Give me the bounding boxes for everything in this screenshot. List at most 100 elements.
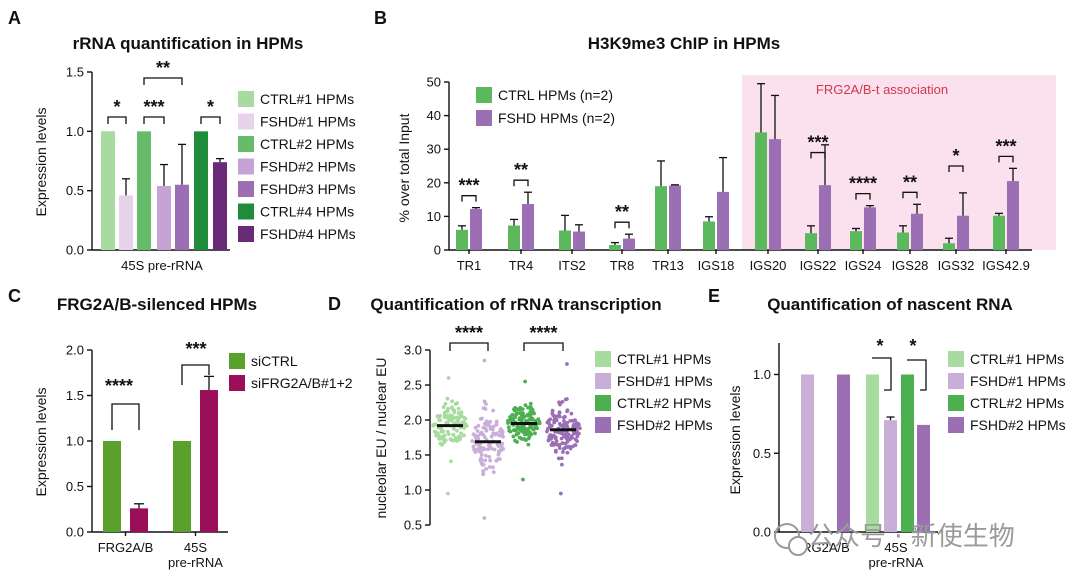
- panel-d-point: [533, 418, 538, 423]
- panel-d-point: [529, 432, 534, 437]
- panel-d-point: [436, 415, 441, 420]
- panel-d-point: [521, 437, 526, 441]
- panel-d-point: [506, 418, 510, 423]
- panel-d-legend-item-label: FSHD#1 HPMs: [617, 373, 713, 389]
- panel-e-sig-1-star: *: [876, 336, 883, 356]
- panel-d-point: [560, 399, 565, 404]
- panel-c-sig-1-bracket: [111, 403, 140, 430]
- panel-e-sig-2-star: *: [909, 336, 916, 356]
- panel-d-point: [500, 429, 504, 433]
- panel-c-legend-item-label: siCTRL: [251, 353, 298, 369]
- panel-d-point: [519, 411, 524, 415]
- panel-b-bar: [623, 238, 635, 250]
- panel-d-point: [518, 425, 523, 430]
- panel-e-legend-item-label: CTRL#1 HPMs: [970, 351, 1064, 367]
- panel-a-legend-item-swatch: [238, 181, 254, 197]
- panel-b-bar: [897, 232, 909, 250]
- panel-e-bar: [917, 424, 930, 532]
- panel-d-point: [561, 450, 565, 454]
- panel-d-point: [575, 439, 580, 444]
- panel-d-point: [456, 406, 461, 411]
- panel-d-point: [550, 411, 555, 416]
- panel-d-point: [557, 414, 562, 419]
- panel-b-sig-5-bracket: [855, 192, 871, 200]
- panel-e-x-tick-label: pre-rRNA: [869, 555, 924, 570]
- panel-d-point: [518, 406, 523, 410]
- panel-d-point: [572, 430, 577, 435]
- panel-c-title: FRG2A/B-silenced HPMs: [57, 295, 257, 314]
- panel-a-bar: [194, 131, 208, 250]
- panel-d-legend-item-label: CTRL#2 HPMs: [617, 395, 711, 411]
- panel-e-x-tick-label: FRG2A/B: [794, 540, 850, 555]
- panel-d-title: Quantification of rRNA transcription: [370, 295, 661, 314]
- panel-b-x-tick-label: IGS32: [938, 258, 975, 273]
- panel-d-point: [488, 458, 493, 463]
- panel-b-y-tick-label: 30: [427, 142, 441, 157]
- panel-d-point: [576, 431, 581, 436]
- panel-d-point: [479, 430, 484, 435]
- panel-d-point: [514, 412, 518, 417]
- panel-d-point: [565, 409, 570, 414]
- panel-e-bar: [837, 374, 850, 532]
- wechat-icon: [774, 523, 800, 549]
- panel-d-point: [455, 438, 460, 443]
- panel-c-bar: [130, 508, 148, 532]
- panel-d-point: [561, 415, 566, 420]
- panel-a-legend-item-label: FSHD#4 HPMs: [260, 226, 356, 242]
- panel-a-legend-item-swatch: [238, 226, 254, 242]
- panel-a-legend-item-label: FSHD#1 HPMs: [260, 114, 356, 130]
- panel-b-sig-2-bracket: [513, 179, 529, 187]
- panel-d-point: [448, 414, 452, 418]
- panel-a-legend-item-label: CTRL#4 HPMs: [260, 204, 354, 220]
- panel-b-x-tick-label: IGS20: [750, 258, 787, 273]
- panel-d-point: [491, 431, 496, 436]
- panel-d-point: [513, 406, 518, 410]
- panel-d-point: [482, 516, 487, 520]
- panel-d-point: [553, 449, 558, 454]
- panel-d-point: [488, 426, 493, 431]
- panel-d-point: [491, 465, 495, 470]
- panel-d-point: [462, 426, 466, 430]
- panel-d-point: [482, 399, 487, 404]
- panel-d-point: [482, 358, 487, 363]
- panel-d-point: [443, 402, 448, 406]
- panel-d-point: [444, 408, 449, 413]
- panel-d-point: [578, 426, 582, 431]
- panel-b-y-tick-label: 40: [427, 108, 441, 123]
- panel-d-point: [433, 429, 437, 434]
- panel-b-sig-7-star: *: [952, 146, 959, 166]
- panel-e-label: E: [708, 286, 720, 306]
- panel-b-legend-item-label: FSHD HPMs (n=2): [498, 110, 615, 126]
- panel-d-point: [481, 471, 486, 476]
- panel-b-sig-3-bracket: [614, 221, 630, 229]
- panel-b-sig-8-bracket: [998, 155, 1014, 163]
- panel-a-bar: [119, 195, 133, 250]
- panel-a-bar: [213, 162, 227, 250]
- panel-b-x-tick-label: TR4: [509, 258, 534, 273]
- panel-b-y-tick-label: 50: [427, 75, 441, 90]
- panel-a-title: rRNA quantification in HPMs: [73, 34, 304, 53]
- panel-b-legend-item-swatch: [476, 110, 492, 126]
- panel-b-legend-item-swatch: [476, 87, 492, 103]
- panel-e-x-tick-label: 45S: [884, 540, 907, 555]
- panel-d-point: [554, 414, 558, 419]
- panel-c-x-tick-label: pre-rRNA: [168, 555, 223, 570]
- panel-e: E Quantification of nascent RNA 0.0 0.5 1.0 E…: [708, 286, 1066, 570]
- wechat-icon: [788, 536, 808, 556]
- panel-d-point: [472, 447, 476, 452]
- panel-d-point: [528, 401, 533, 406]
- panel-d-point: [475, 429, 480, 434]
- panel-d-point: [438, 418, 443, 423]
- panel-b-sig-8-star: ***: [995, 136, 1016, 156]
- panel-d-point: [446, 416, 451, 421]
- panel-d-point: [521, 477, 525, 482]
- panel-d-legend-item-swatch: [595, 395, 611, 411]
- panel-c-y-tick-label: 0.0: [66, 525, 84, 540]
- panel-b-bar: [755, 132, 767, 250]
- panel-d-label: D: [328, 294, 341, 314]
- panel-a-y-tick-label: 1.0: [66, 124, 84, 139]
- watermark-text: 公众号 · 新使生物: [808, 522, 1015, 552]
- panel-b-legend-item-label: CTRL HPMs (n=2): [498, 87, 613, 103]
- panel-e-sig-2-bracket: [907, 359, 927, 391]
